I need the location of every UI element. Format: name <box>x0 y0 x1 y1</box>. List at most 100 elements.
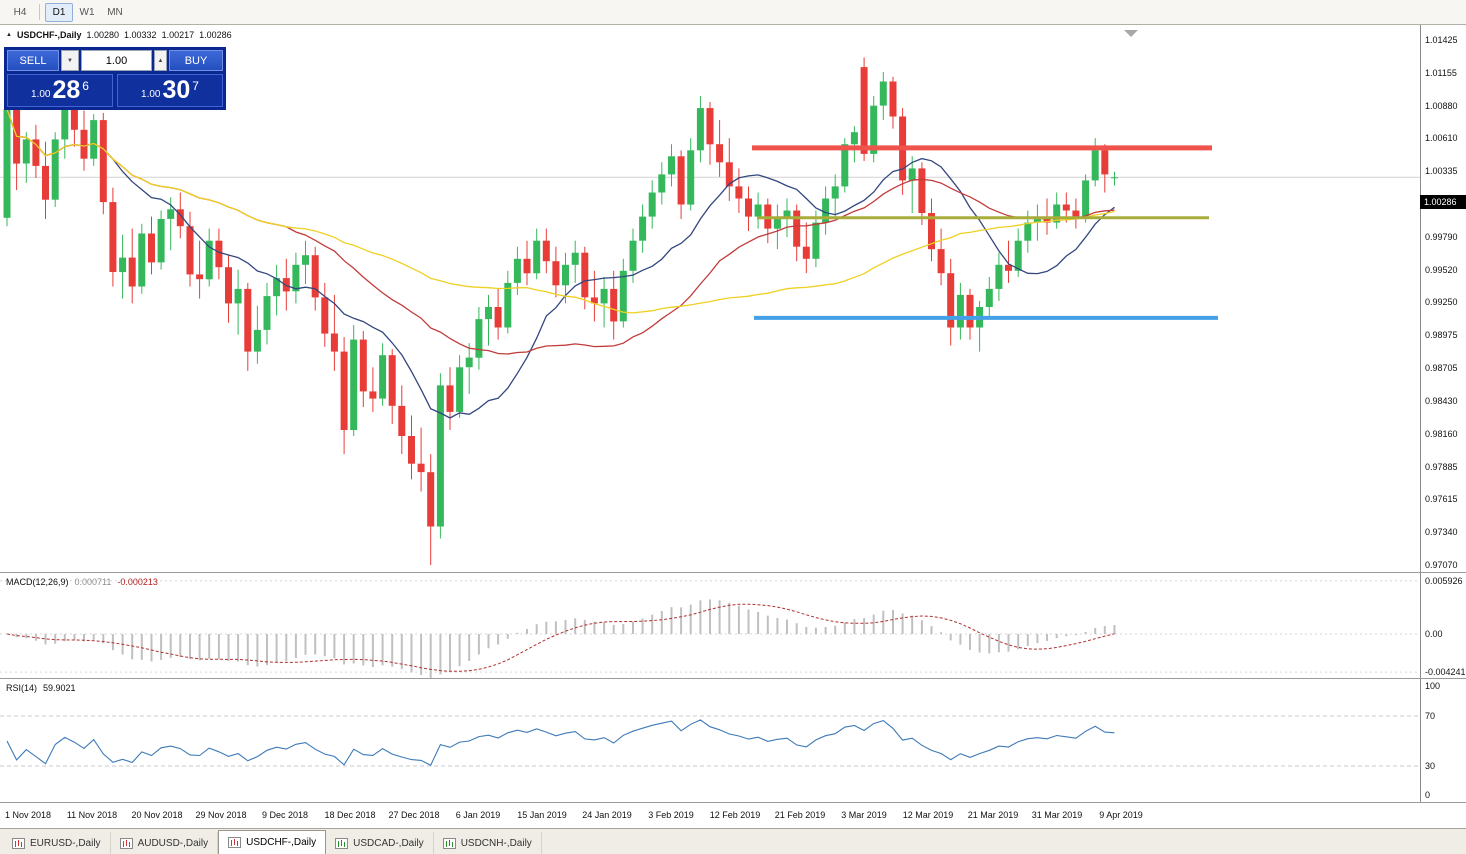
candle-body <box>186 226 194 275</box>
candle-body <box>1072 210 1080 217</box>
candle-body <box>783 210 791 217</box>
time-axis-label: 18 Dec 2018 <box>324 810 376 820</box>
candle-body <box>870 105 878 154</box>
time-axis-label: 12 Feb 2019 <box>709 810 761 820</box>
open-value: 1.00280 <box>86 30 120 40</box>
main-chart-canvas[interactable] <box>0 25 1420 572</box>
lot-dropdown-button[interactable]: ▼ <box>61 50 79 71</box>
candle-body <box>793 210 801 247</box>
tab-usdcnh[interactable]: USDCNH-,Daily <box>434 832 542 854</box>
panel-resize-handle[interactable] <box>0 572 1466 573</box>
sell-price-base: 1.00 <box>31 89 51 100</box>
chart-title: ▲ USDCHF-,Daily 1.00280 1.00332 1.00217 … <box>6 30 232 40</box>
lot-size-input[interactable] <box>81 50 152 71</box>
price-axis-label: 0.97070 <box>1425 560 1458 570</box>
rsi-axis[interactable]: 100 70 30 0 <box>1420 679 1466 802</box>
macd-axis[interactable]: 0.005926 0.00 -0.004241 <box>1420 573 1466 678</box>
macd-axis-label: 0.00 <box>1425 629 1443 639</box>
price-axis-label: 0.97615 <box>1425 494 1458 504</box>
price-axis-label: 0.99250 <box>1425 297 1458 307</box>
price-axis-label: 1.00610 <box>1425 133 1458 143</box>
time-axis[interactable]: 1 Nov 2018 11 Nov 2018 20 Nov 2018 29 Nov 2… <box>0 803 1466 827</box>
tab-usdchf[interactable]: USDCHF-,Daily <box>218 830 327 854</box>
price-axis-label: 1.01155 <box>1425 68 1457 78</box>
tab-label: USDCHF-,Daily <box>246 837 317 848</box>
candle-body <box>302 255 309 265</box>
collapse-triangle-icon[interactable]: ▲ <box>6 32 12 38</box>
ma-fast-blue <box>6 109 1115 419</box>
candle-body <box>157 219 165 263</box>
chart-icon <box>119 837 133 849</box>
candle-body <box>215 240 223 268</box>
chevron-down-icon: ▼ <box>67 57 73 64</box>
candle-body <box>90 120 98 159</box>
candle-body <box>533 240 541 274</box>
tab-label: EURUSD-,Daily <box>30 837 101 849</box>
chart-icon <box>12 837 25 849</box>
ma-slow-yellow <box>6 109 1115 314</box>
rsi-value: 59.9021 <box>43 683 76 693</box>
close-value: 1.00286 <box>199 30 232 40</box>
price-axis[interactable]: 1.014251.011551.008801.006101.003351.000… <box>1420 25 1466 572</box>
candle-body <box>889 81 897 117</box>
candle-body <box>552 261 560 286</box>
candle-body <box>446 385 454 412</box>
candle-body <box>908 168 916 181</box>
timeframe-button-d1[interactable]: D1 <box>45 2 73 22</box>
timeframe-button-mn[interactable]: MN <box>107 6 123 18</box>
macd-axis-label: -0.004241 <box>1425 667 1466 677</box>
candle-body <box>745 198 752 217</box>
tab-eurusd[interactable]: EURUSD-,Daily <box>3 832 111 854</box>
candle-body <box>677 156 685 205</box>
tab-usdcad[interactable]: USDCAD-,Daily <box>326 832 434 854</box>
candle-body <box>388 355 396 406</box>
candle-body <box>273 278 281 297</box>
time-axis-label: 21 Mar 2019 <box>967 810 1019 820</box>
candle-body <box>119 257 127 273</box>
candle-body <box>822 198 830 223</box>
buy-price-base: 1.00 <box>141 89 161 100</box>
time-axis-label: 31 Mar 2019 <box>1031 810 1083 820</box>
candle-body <box>32 139 40 166</box>
rsi-canvas[interactable] <box>0 679 1420 802</box>
candle-body <box>51 139 59 200</box>
panel-resize-handle[interactable] <box>0 802 1466 803</box>
candle-body <box>850 132 858 145</box>
time-axis-label: 9 Apr 2019 <box>1099 810 1143 820</box>
chart-icon <box>335 837 349 849</box>
buy-button[interactable]: BUY <box>169 50 223 71</box>
candle-body <box>562 264 569 286</box>
candle-body <box>485 307 492 320</box>
macd-name-label: MACD(12,26,9) <box>6 577 69 587</box>
candle-body <box>619 270 627 322</box>
candle-body <box>225 267 232 304</box>
candle-body <box>706 108 714 145</box>
candle-body <box>1005 264 1012 271</box>
candle-body <box>340 351 348 430</box>
sell-button[interactable]: SELL <box>7 50 59 71</box>
tab-audusd[interactable]: AUDUSD-,Daily <box>111 832 219 854</box>
candle-body <box>205 240 213 280</box>
sell-price-sup: 6 <box>82 78 89 93</box>
candle-body <box>138 233 146 287</box>
macd-canvas[interactable] <box>0 573 1420 678</box>
candle-body <box>494 307 502 328</box>
candle-body <box>639 216 647 241</box>
candle-body <box>253 329 261 352</box>
panel-resize-handle[interactable] <box>0 678 1466 679</box>
candle-body <box>581 252 589 298</box>
tab-label: USDCNH-,Daily <box>460 837 532 849</box>
timeframe-button-h4[interactable]: H4 <box>13 6 27 18</box>
candle-body <box>109 202 117 272</box>
candle-body <box>754 204 762 217</box>
sell-price-big: 28 <box>52 76 81 104</box>
candle-body <box>42 165 49 200</box>
lot-spin-up-button[interactable]: ▲ <box>154 50 167 71</box>
candle-body <box>234 288 242 304</box>
candle-body <box>716 144 724 163</box>
time-axis-label: 29 Nov 2018 <box>195 810 247 820</box>
buy-price-sup: 7 <box>192 78 199 93</box>
chart-tab-bar: EURUSD-,Daily AUDUSD-,Daily USDCHF-,Daily U… <box>0 828 1466 854</box>
candle-body <box>311 255 319 298</box>
timeframe-button-w1[interactable]: W1 <box>79 6 95 18</box>
